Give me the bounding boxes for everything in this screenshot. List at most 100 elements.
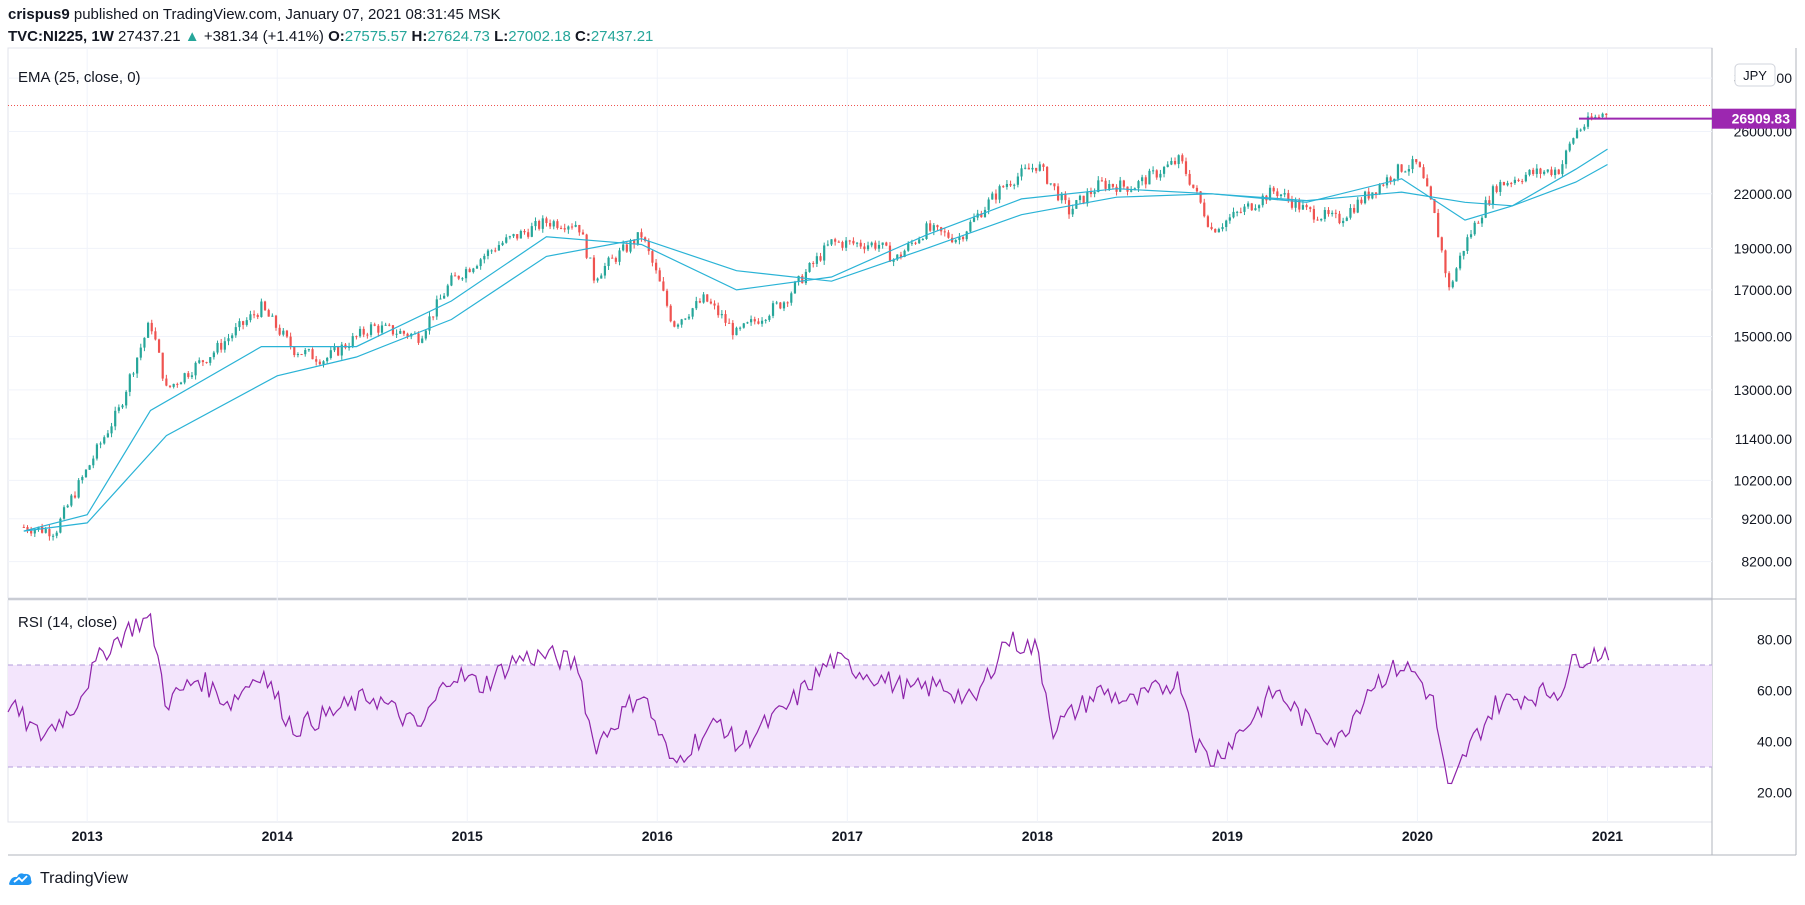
candle-body	[1078, 195, 1082, 201]
candle-body	[1195, 187, 1199, 192]
candle-body	[731, 322, 734, 336]
candle-body	[980, 213, 983, 218]
candle-body	[684, 318, 687, 320]
candle-body	[318, 361, 321, 365]
candle-body	[293, 346, 296, 356]
candle-body	[1064, 193, 1067, 201]
tradingview-brand[interactable]: TradingView	[8, 870, 128, 888]
candle-body	[793, 281, 797, 294]
candle-body	[245, 320, 248, 325]
candle-body	[899, 254, 903, 257]
candle-body	[1257, 205, 1261, 209]
candle-body	[1177, 155, 1180, 165]
candle-body	[1151, 170, 1155, 172]
candle-body	[486, 250, 490, 256]
candle-body	[629, 240, 632, 252]
candle-body	[779, 302, 782, 309]
candle-body	[570, 226, 574, 228]
candle-body	[1561, 164, 1564, 175]
candle-body	[538, 220, 541, 229]
price-change: +381.34 (+1.41%)	[203, 28, 324, 45]
candle-body	[717, 305, 720, 316]
candle-body	[1188, 173, 1191, 185]
candle-body	[1601, 113, 1604, 117]
candle-body	[552, 221, 555, 227]
candle-body	[1173, 160, 1177, 165]
rsi-tick-label: 40.00	[1757, 734, 1792, 750]
candle-body	[903, 250, 906, 257]
candle-body	[1356, 199, 1359, 213]
candle-body	[1469, 234, 1473, 238]
candle-body	[527, 232, 530, 237]
candle-body	[1130, 190, 1133, 192]
price-tick-label: 8200.00	[1741, 554, 1792, 570]
candle-body	[907, 243, 910, 251]
candle-body	[172, 383, 175, 387]
time-tick-label: 2013	[72, 828, 103, 844]
candle-body	[519, 231, 522, 239]
candle-body	[501, 242, 504, 246]
candle-body	[713, 303, 716, 306]
candle-body	[274, 315, 278, 328]
candle-body	[812, 262, 815, 264]
time-tick-label: 2018	[1022, 828, 1053, 844]
price-tick-label: 11400.00	[1735, 431, 1793, 447]
candle-body	[73, 495, 77, 498]
candle-body	[406, 333, 409, 337]
candle-body	[654, 262, 658, 271]
close-value: 27437.21	[590, 28, 654, 45]
candle-body	[1597, 116, 1601, 118]
candle-body	[1042, 164, 1045, 167]
candle-body	[1586, 116, 1590, 127]
currency-badge-label: JPY	[1743, 68, 1767, 83]
candle-body	[983, 209, 987, 218]
candle-body	[157, 339, 161, 353]
candle-body	[1236, 211, 1239, 213]
symbol-legend: TVC:NI225, 1W 27437.21 ▲ +381.34 (+1.41%…	[8, 28, 653, 45]
candle-body	[1564, 150, 1568, 165]
candle-body	[355, 336, 358, 338]
candle-body	[592, 257, 596, 281]
candle-body	[1031, 167, 1034, 170]
candle-body	[48, 529, 51, 537]
candle-body	[479, 259, 482, 267]
candle-body	[808, 262, 811, 272]
candle-body	[1583, 126, 1586, 130]
candle-body	[896, 254, 899, 260]
candle-body	[633, 240, 636, 245]
candle-body	[417, 333, 420, 343]
candle-body	[589, 257, 592, 259]
symbol-interval[interactable]: TVC:NI225, 1W	[8, 28, 114, 45]
candle-body	[1546, 169, 1549, 172]
rsi-indicator-title: RSI (14, close)	[18, 614, 117, 631]
candle-body	[961, 237, 965, 240]
candle-body	[600, 275, 603, 279]
time-tick-label: 2017	[832, 828, 863, 844]
candle-body	[128, 374, 131, 392]
candle-body	[176, 383, 179, 385]
currency-badge	[1734, 63, 1776, 87]
candle-body	[1071, 208, 1074, 215]
candle-body	[402, 331, 406, 334]
candle-body	[362, 328, 365, 335]
candle-body	[1345, 217, 1348, 221]
candle-body	[1283, 193, 1286, 195]
candle-body	[691, 308, 694, 317]
candle-body	[1382, 184, 1385, 186]
candle-body	[885, 242, 888, 246]
candle-body	[351, 336, 354, 347]
candle-body	[1480, 217, 1484, 224]
candle-body	[548, 223, 552, 227]
candle-body	[1298, 199, 1301, 210]
candle-body	[943, 231, 946, 233]
candle-body	[282, 330, 285, 335]
candle-body	[819, 256, 822, 261]
ema-line	[23, 163, 1608, 532]
author-name[interactable]: crispus9	[8, 6, 70, 23]
candle-body	[1517, 179, 1520, 182]
candle-body	[472, 268, 475, 273]
candle-body	[848, 240, 851, 242]
candle-body	[88, 465, 91, 470]
candle-body	[611, 257, 614, 259]
